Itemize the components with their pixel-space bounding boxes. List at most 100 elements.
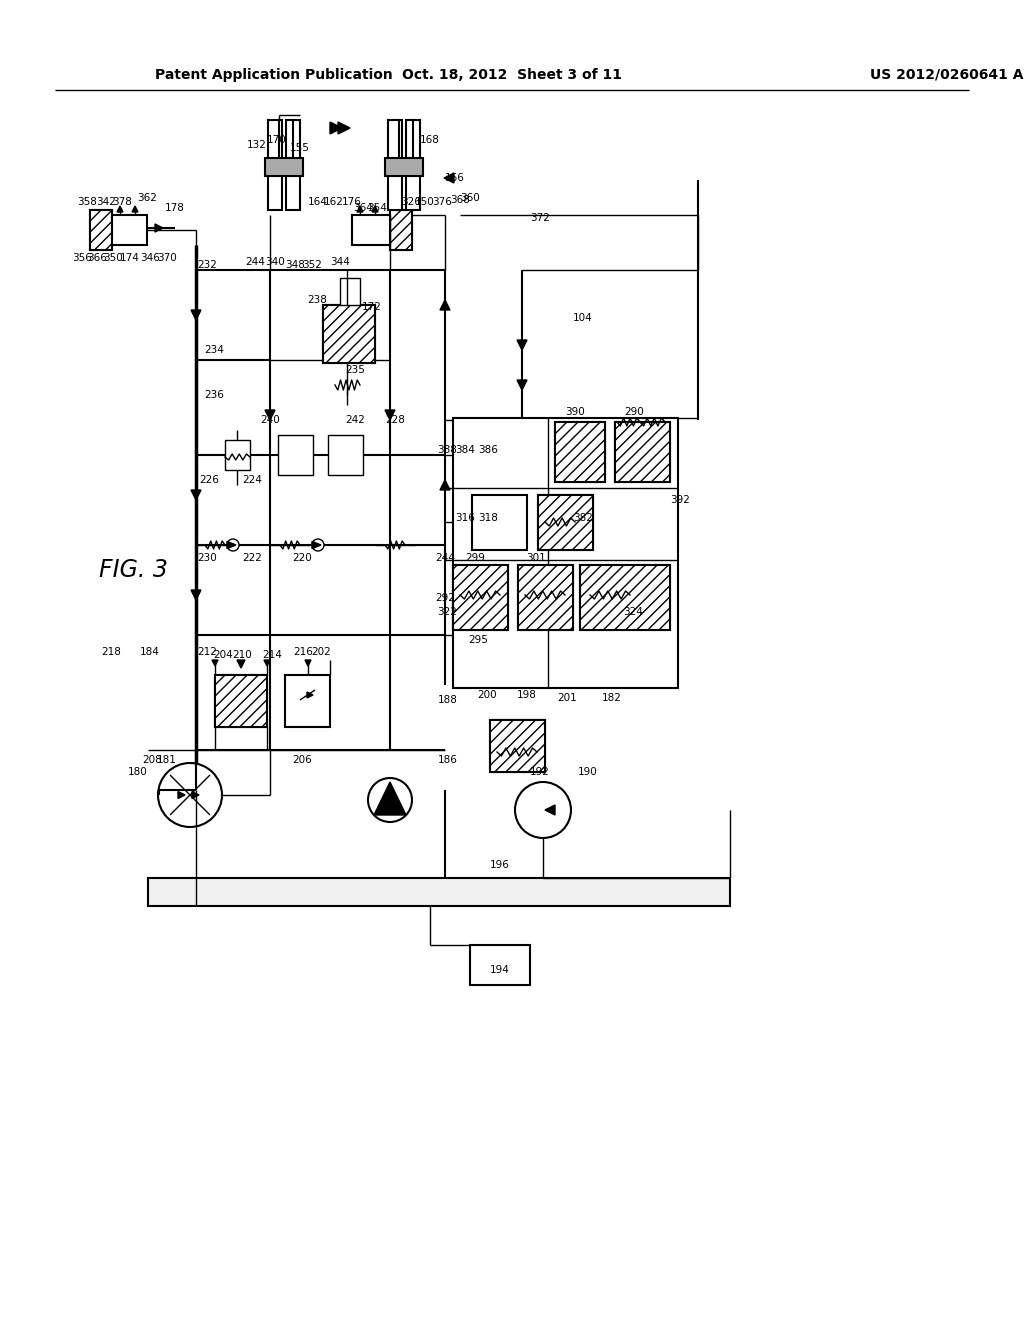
Text: 378: 378	[112, 197, 132, 207]
Bar	[215, 675, 267, 727]
Text: 178: 178	[165, 203, 185, 213]
Polygon shape	[444, 173, 454, 183]
Bar	[490, 719, 545, 772]
Polygon shape	[517, 341, 527, 350]
Text: 224: 224	[242, 475, 262, 484]
Text: 370: 370	[157, 253, 177, 263]
Bar	[390, 210, 412, 249]
Polygon shape	[330, 121, 342, 135]
Text: 356: 356	[72, 253, 92, 263]
Text: 208: 208	[142, 755, 162, 766]
Text: 342: 342	[96, 197, 116, 207]
Bar	[453, 565, 508, 630]
Text: 292: 292	[435, 593, 455, 603]
Bar	[323, 305, 375, 363]
Text: 240: 240	[260, 414, 280, 425]
Polygon shape	[191, 310, 201, 319]
Bar	[352, 215, 390, 246]
Bar	[615, 422, 670, 482]
Text: 176: 176	[342, 197, 361, 207]
Bar	[265, 158, 303, 176]
Bar	[328, 436, 362, 475]
Bar	[406, 120, 420, 210]
Text: 244: 244	[435, 553, 455, 564]
Polygon shape	[307, 692, 313, 698]
Polygon shape	[517, 380, 527, 389]
Circle shape	[227, 539, 239, 550]
Bar	[148, 878, 730, 906]
Bar	[580, 565, 670, 630]
Text: 132: 132	[247, 140, 267, 150]
Bar	[555, 422, 605, 482]
Text: 202: 202	[311, 647, 331, 657]
Text: 368: 368	[451, 195, 470, 205]
Text: 226: 226	[199, 475, 219, 484]
Text: 295: 295	[468, 635, 488, 645]
Text: 188: 188	[438, 696, 458, 705]
Polygon shape	[440, 300, 450, 310]
Text: 386: 386	[478, 445, 498, 455]
Text: 218: 218	[101, 647, 121, 657]
Polygon shape	[193, 792, 199, 799]
Text: 322: 322	[437, 607, 457, 616]
Text: 150: 150	[415, 197, 435, 207]
Text: 222: 222	[242, 553, 262, 564]
Polygon shape	[237, 660, 245, 668]
Text: 164: 164	[308, 197, 328, 207]
Text: 318: 318	[478, 513, 498, 523]
Text: 180: 180	[128, 767, 147, 777]
Text: US 2012/0260641 A1: US 2012/0260641 A1	[870, 69, 1024, 82]
Text: 200: 200	[477, 690, 497, 700]
Text: 362: 362	[137, 193, 157, 203]
Text: 174: 174	[120, 253, 140, 263]
Bar	[215, 675, 267, 727]
Bar	[286, 120, 300, 210]
Text: 212: 212	[197, 647, 217, 657]
Text: 220: 220	[292, 553, 312, 564]
Text: 364: 364	[353, 203, 373, 213]
Text: 204: 204	[213, 649, 232, 660]
Text: 290: 290	[624, 407, 644, 417]
Polygon shape	[132, 206, 138, 213]
Text: 206: 206	[292, 755, 312, 766]
Text: 354: 354	[367, 203, 387, 213]
Bar	[472, 495, 527, 550]
Polygon shape	[312, 541, 321, 549]
Text: 104: 104	[573, 313, 593, 323]
Text: 194: 194	[490, 965, 510, 975]
Text: 181: 181	[157, 755, 177, 766]
Polygon shape	[305, 660, 311, 667]
Text: 198: 198	[517, 690, 537, 700]
Bar	[388, 120, 402, 210]
Text: 196: 196	[490, 861, 510, 870]
Text: 344: 344	[330, 257, 350, 267]
Text: 184: 184	[140, 647, 160, 657]
Text: 382: 382	[573, 513, 593, 523]
Bar	[555, 422, 605, 482]
Polygon shape	[178, 792, 185, 799]
Bar	[518, 565, 573, 630]
Polygon shape	[265, 411, 275, 420]
Text: 182: 182	[602, 693, 622, 704]
Polygon shape	[191, 590, 201, 601]
Text: 162: 162	[324, 197, 344, 207]
Polygon shape	[227, 541, 236, 549]
Polygon shape	[338, 121, 350, 135]
Text: 340: 340	[265, 257, 285, 267]
Bar	[90, 210, 112, 249]
Circle shape	[312, 539, 324, 550]
Text: 216: 216	[293, 647, 313, 657]
Polygon shape	[212, 660, 218, 667]
Text: 234: 234	[204, 345, 224, 355]
Text: 236: 236	[204, 389, 224, 400]
Bar	[615, 422, 670, 482]
Polygon shape	[440, 480, 450, 490]
Text: 388: 388	[437, 445, 457, 455]
Bar	[470, 945, 530, 985]
Polygon shape	[372, 206, 378, 213]
Text: 346: 346	[140, 253, 160, 263]
Bar	[112, 215, 147, 246]
Text: 238: 238	[307, 294, 327, 305]
Text: 170: 170	[267, 135, 287, 145]
Text: 372: 372	[530, 213, 550, 223]
